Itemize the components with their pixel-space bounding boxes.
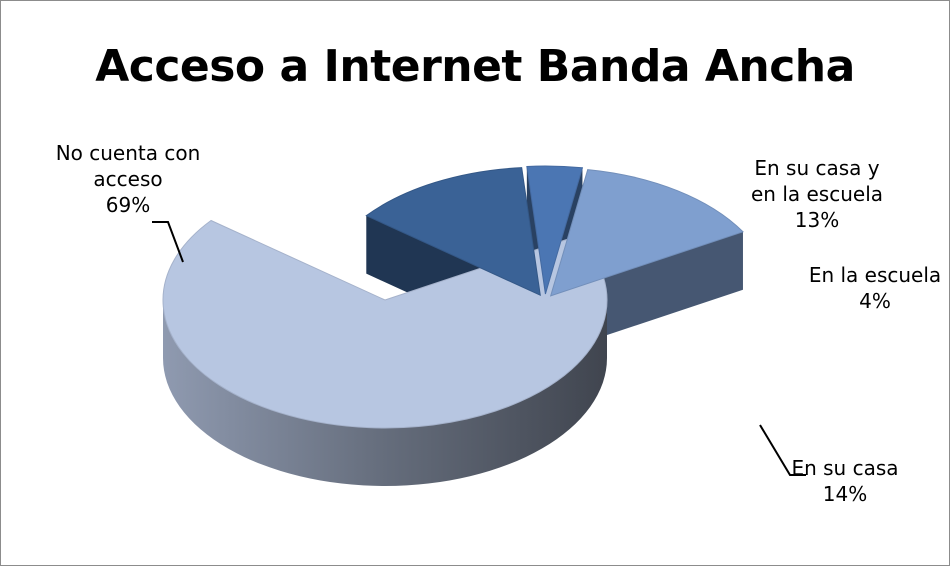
slice-label-line: No cuenta con xyxy=(56,141,201,165)
chart-title: Acceso a Internet Banda Ancha xyxy=(95,41,855,92)
slice-label-line: acceso xyxy=(93,167,162,191)
leader-line xyxy=(152,221,184,263)
slice-en-su-casa xyxy=(549,169,744,297)
slice-label-line: En la escuela xyxy=(809,263,941,287)
slice-label: En la escuela 4% xyxy=(809,263,941,313)
slice-label-line: 69% xyxy=(106,193,150,217)
slice-label-line: 13% xyxy=(795,208,839,232)
slice-en-la-escuela xyxy=(526,165,584,295)
slice-label-line: 4% xyxy=(859,289,891,313)
slice-label: No cuenta con acceso 69% xyxy=(56,141,201,217)
leader-line xyxy=(759,424,806,476)
slice-label-line: En su casa xyxy=(791,456,898,480)
slice-side xyxy=(163,300,607,486)
slice-en-su-casa-y-en-la-escuela xyxy=(365,167,541,297)
slice-label: En su casa 14% xyxy=(791,456,898,506)
slice-label: En su casa y en la escuela 13% xyxy=(751,156,883,232)
slice-label-line: En su casa y xyxy=(754,156,879,180)
slice-label-line: 14% xyxy=(823,482,867,506)
slice-label-line: en la escuela xyxy=(751,182,883,206)
